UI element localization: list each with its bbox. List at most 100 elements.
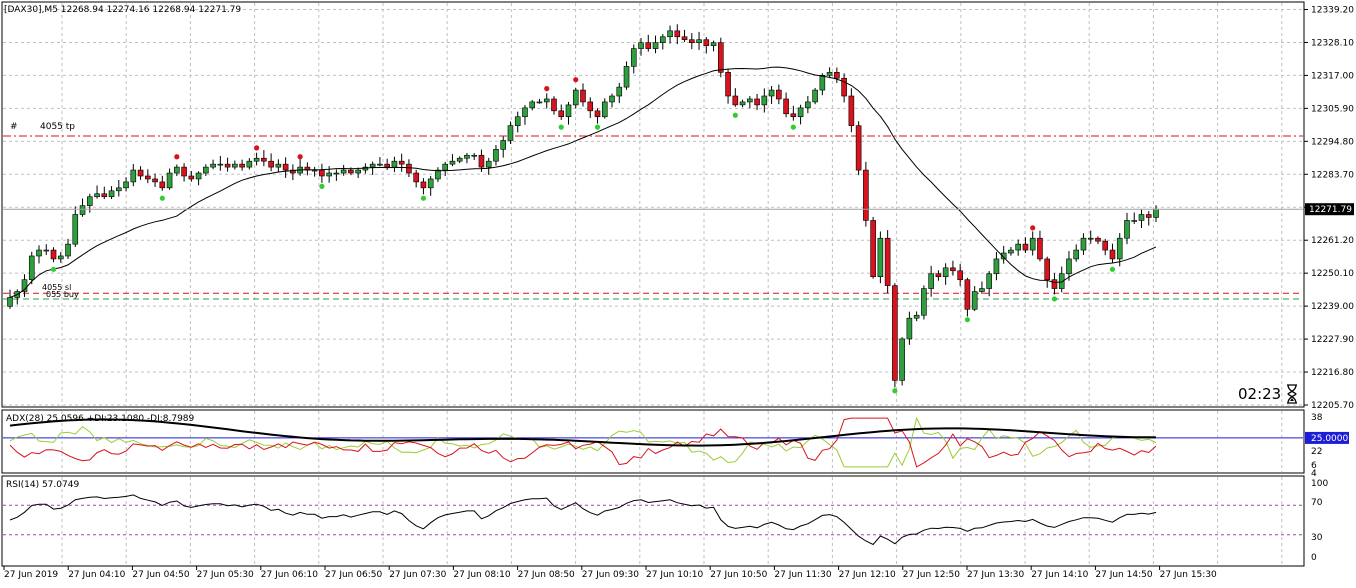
- candle-body-103: [754, 98, 760, 106]
- candle-2: [21, 274, 28, 297]
- candle-body-47: [348, 169, 354, 174]
- time-tick-label-5: 27 Jun 06:50: [325, 570, 382, 580]
- candle-body-101: [739, 101, 746, 106]
- candle-body-106: [776, 89, 782, 100]
- fractal-down-76: [558, 124, 564, 130]
- grid-lines: [3, 3, 1303, 565]
- candle-101: [739, 99, 746, 108]
- candle-body-60: [442, 163, 448, 171]
- candle-body-38: [282, 163, 289, 171]
- adx-tick-label-0: 38: [1311, 413, 1323, 423]
- candle-body-85: [623, 66, 630, 88]
- panel-frame-1: [1, 409, 1305, 474]
- time-tick-label-9: 27 Jun 09:30: [582, 570, 639, 580]
- rsi-tick-label-2: 30: [1311, 533, 1323, 543]
- candle-115: [841, 73, 847, 103]
- candle-body-39: [290, 169, 296, 174]
- candle-71: [522, 104, 528, 125]
- rsi-title: RSI(14) 57.0749: [6, 480, 80, 490]
- fractal-down-144: [1051, 296, 1058, 302]
- candle-body-36: [268, 160, 274, 168]
- candle-body-64: [471, 154, 478, 157]
- candle-73: [536, 98, 543, 104]
- candle-7: [57, 252, 64, 263]
- candle-body-130: [950, 267, 956, 272]
- candle-53: [391, 156, 398, 173]
- candle-body-72: [529, 101, 536, 109]
- candle-87: [638, 38, 644, 56]
- candle-22: [166, 168, 173, 190]
- candle-body-62: [456, 157, 463, 162]
- candle-149: [1087, 230, 1094, 244]
- candle-125: [913, 311, 920, 322]
- candle-body-15: [115, 187, 122, 192]
- candle-body-25: [188, 175, 195, 180]
- candle-38: [282, 157, 289, 178]
- time-tick-label-13: 27 Jun 12:10: [839, 570, 896, 580]
- time-tick-label-8: 27 Jun 08:50: [518, 570, 575, 580]
- candle-61: [449, 154, 456, 167]
- candle-14: [108, 186, 115, 200]
- candle-body-94: [688, 39, 695, 43]
- candle-136: [993, 251, 1000, 281]
- candle-11: [86, 193, 93, 213]
- candle-body-65: [478, 154, 485, 168]
- fractal-up-34: [254, 145, 260, 151]
- candle-120: [877, 231, 884, 284]
- time-tick-label-16: 27 Jun 14:10: [1031, 570, 1088, 580]
- candle-body-3: [28, 255, 35, 280]
- buy-level-label[interactable]: 055 buy: [46, 290, 79, 299]
- candle-54: [398, 153, 405, 172]
- candle-139: [1015, 239, 1021, 256]
- candle-body-61: [449, 160, 456, 165]
- candle-body-68: [500, 140, 507, 150]
- candle-58: [427, 176, 434, 196]
- candle-131: [957, 263, 963, 287]
- candle-94: [688, 33, 695, 50]
- candle-10: [79, 198, 86, 217]
- candle-3: [28, 251, 35, 285]
- candle-body-148: [1080, 237, 1087, 251]
- candlesticks[interactable]: [7, 24, 1159, 388]
- candle-body-155: [1131, 220, 1138, 222]
- candle-127: [928, 265, 934, 297]
- candle-106: [776, 84, 782, 105]
- candle-body-30: [224, 163, 231, 168]
- candle-63: [464, 152, 470, 164]
- candle-body-29: [217, 163, 224, 166]
- candle-body-5: [43, 249, 50, 252]
- current-price-badge-bg: [1305, 203, 1354, 216]
- candle-32: [239, 159, 245, 171]
- candle-75: [551, 96, 557, 115]
- candle-142: [1037, 230, 1043, 262]
- time-tick-label-3: 27 Jun 05:30: [197, 570, 254, 580]
- candle-147: [1073, 244, 1080, 262]
- tp-level-label[interactable]: 4055 tp: [40, 122, 76, 132]
- fractal-up-78: [573, 77, 579, 83]
- fractal-down-6: [50, 266, 57, 272]
- candle-body-98: [718, 42, 724, 73]
- candle-body-16: [123, 181, 129, 189]
- candle-82: [601, 98, 608, 119]
- sl-level-label[interactable]: 4055 sl: [42, 283, 72, 292]
- bar-countdown-timer: 02:23: [1238, 385, 1282, 403]
- price-tick-label-10: 12227.90: [1311, 335, 1354, 345]
- candle-95: [696, 31, 702, 50]
- candle-35: [261, 150, 267, 167]
- fractal-down-81: [594, 124, 601, 130]
- candle-107: [783, 92, 789, 118]
- adx-level-badge-bg: [1305, 431, 1349, 444]
- trade-levels[interactable]: [3, 135, 1303, 300]
- candle-83: [609, 93, 615, 108]
- candle-body-113: [826, 72, 833, 76]
- candle-body-125: [913, 314, 920, 319]
- price-tick-label-12: 12205.70: [1311, 401, 1354, 411]
- candle-130: [950, 260, 956, 276]
- candle-67: [493, 145, 499, 166]
- candle-128: [935, 270, 942, 281]
- candle-64: [471, 152, 478, 161]
- candle-body-74: [543, 98, 550, 103]
- candle-body-117: [855, 125, 862, 171]
